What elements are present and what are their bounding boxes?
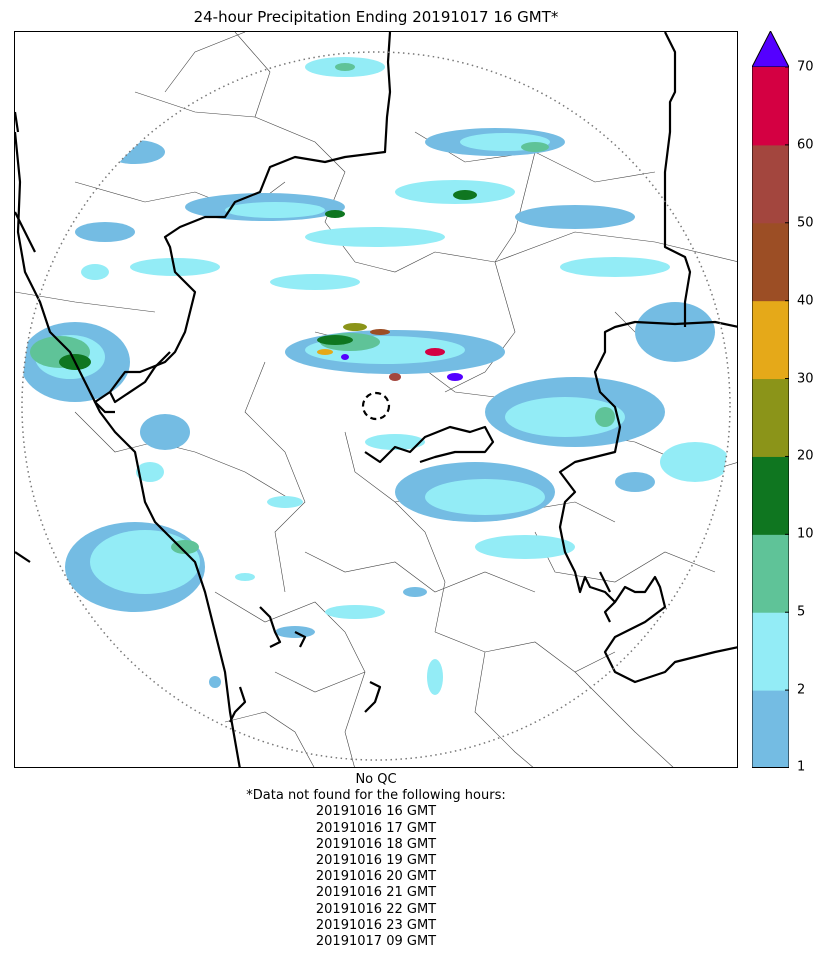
colorbar-segment (752, 67, 789, 146)
missing-hour: 20191016 20 GMT (315, 869, 437, 885)
colorbar-segment (752, 144, 789, 224)
colorbar-segment (752, 378, 789, 457)
state-borders (15, 32, 737, 767)
missing-hour: 20191016 22 GMT (315, 901, 437, 917)
precipitation-shading (22, 57, 730, 695)
colorbar-segment (752, 690, 789, 769)
missing-hour: 20191016 21 GMT (315, 885, 437, 901)
colorbar-segment (752, 456, 789, 535)
colorbar-tick-label: 1 (797, 759, 806, 775)
colorbar-svg (751, 29, 790, 769)
radar-site-marker (361, 391, 391, 421)
map-title: 24-hour Precipitation Ending 20191017 16… (193, 8, 559, 26)
colorbar-segment (752, 534, 789, 613)
map-canvas (15, 32, 737, 767)
colorbar-tick-label: 60 (797, 137, 814, 153)
missing-hour: 20191016 16 GMT (315, 804, 437, 820)
missing-hour: 20191017 09 GMT (315, 934, 437, 950)
qc-note: No QC (355, 772, 397, 787)
colorbar-tick-label: 30 (797, 371, 814, 387)
missing-hour: 20191016 19 GMT (315, 853, 437, 869)
colorbar-tick-label: 5 (797, 604, 806, 620)
colorbar-tick-label: 70 (797, 59, 814, 75)
colorbar-tick-label: 20 (797, 448, 814, 464)
colorbar-tick-label: 2 (797, 682, 806, 698)
colorbar-extend-triangle (751, 29, 790, 68)
colorbar-segment (752, 612, 789, 691)
missing-header: *Data not found for the following hours: (246, 788, 506, 804)
colorbar-tick-label: 10 (797, 526, 814, 542)
colorbar-segment (752, 300, 789, 380)
coverage-ring (21, 51, 731, 761)
colorbar-segment (752, 222, 789, 302)
missing-hour: 20191016 23 GMT (315, 917, 437, 933)
colorbar-tick-label: 50 (797, 215, 814, 231)
precipitation-map[interactable] (14, 31, 738, 768)
missing-hour: 20191016 18 GMT (315, 836, 437, 852)
missing-hour: 20191016 17 GMT (315, 820, 437, 836)
notes-block: No QC *Data not found for the following … (0, 772, 752, 950)
colorbar (751, 29, 790, 769)
colorbar-tick-label: 40 (797, 293, 814, 309)
